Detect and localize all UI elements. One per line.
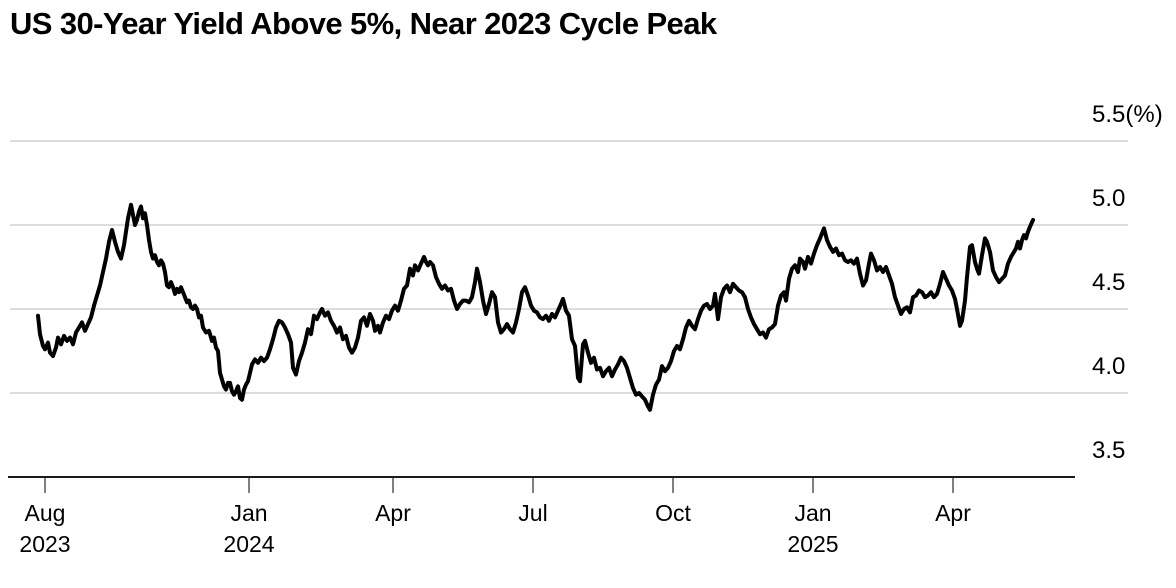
gridlines-group	[10, 140, 1128, 394]
x-tick-month-label: Apr	[375, 500, 411, 526]
y-tick-label: 3.5	[1092, 437, 1126, 464]
x-tick-year-label: 2024	[223, 531, 275, 557]
y-tick-label: 4.5	[1092, 269, 1126, 296]
y-tick-label: 5.0	[1092, 185, 1126, 212]
x-tick-month-label: Aug	[24, 500, 66, 526]
x-axis-group	[8, 476, 1075, 493]
chart-title: US 30-Year Yield Above 5%, Near 2023 Cyc…	[10, 6, 717, 41]
y-tick-label: 5.5(%)	[1092, 101, 1163, 128]
x-tick-month-label: Jan	[794, 500, 832, 526]
x-tick-month-label: Oct	[655, 500, 691, 526]
yield-line-series	[36, 202, 1035, 412]
x-tick-year-label: 2025	[787, 531, 839, 557]
y-tick-label: 4.0	[1092, 353, 1126, 380]
x-tick-month-label: Apr	[935, 500, 971, 526]
x-tick-year-label: 2023	[19, 531, 71, 557]
x-tick-month-label: Jul	[518, 500, 548, 526]
x-tick-month-label: Jan	[230, 500, 268, 526]
